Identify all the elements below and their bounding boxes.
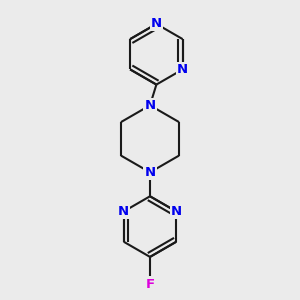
Text: N: N — [177, 63, 188, 76]
Text: N: N — [151, 17, 162, 30]
Text: N: N — [144, 166, 156, 179]
Text: F: F — [146, 278, 154, 290]
Text: N: N — [118, 205, 129, 218]
Text: N: N — [171, 205, 182, 218]
Text: N: N — [144, 99, 156, 112]
